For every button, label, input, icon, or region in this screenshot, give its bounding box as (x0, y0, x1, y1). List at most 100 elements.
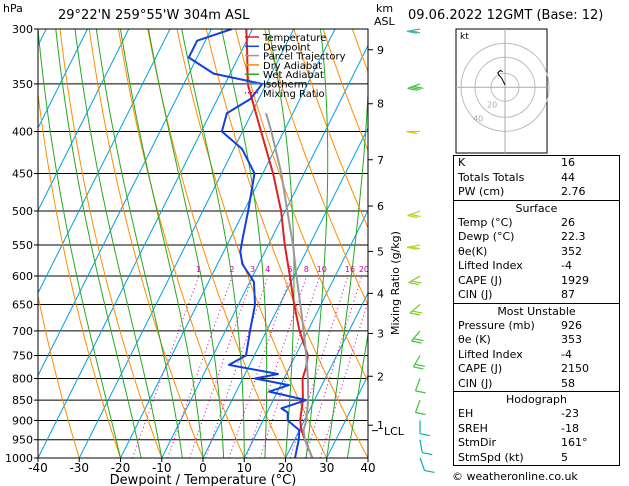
index-label: Temp (°C) (458, 215, 513, 229)
wind-barb-flag (408, 281, 419, 286)
p-tick-label: 600 (12, 270, 33, 283)
dry-adiabat (147, 29, 286, 458)
dry-adiabat (118, 29, 245, 458)
index-label: K (458, 156, 466, 169)
dry-adiabat (38, 293, 80, 458)
wind-barb-staff (408, 275, 421, 284)
p-tick-label: 950 (12, 434, 33, 447)
datetime-title: 09.06.2022 12GMT (Base: 12) (408, 8, 603, 23)
wind-barb-flag (406, 30, 418, 34)
index-label: CAPE (J) (458, 273, 503, 287)
index-value: 22.3 (561, 230, 586, 243)
wet-adiabat (181, 29, 245, 458)
wet-adiabat (221, 29, 268, 458)
km-tick-label: 2 (377, 370, 384, 383)
index-value: 5 (561, 450, 568, 464)
wind-barb-flag (413, 338, 424, 342)
p-tick-label: 1000 (5, 452, 33, 465)
index-row: Totals Totals 44 (454, 171, 619, 186)
lcl-label: LCL (384, 425, 405, 438)
wind-barb-flag (413, 85, 424, 89)
km-tick-label: 5 (377, 245, 384, 258)
index-row: Lifted Index -4 (454, 348, 619, 363)
isotherm (120, 29, 336, 458)
km-tick-label: 3 (377, 327, 384, 340)
mixing-ratio-label: 25 (373, 265, 383, 274)
mixing-ratio-label: 20 (359, 265, 369, 274)
index-row: θe(K) 352 (454, 245, 619, 260)
x-tick-label: -30 (69, 461, 89, 475)
km-tick-label: 4 (377, 287, 384, 300)
p-tick-label: 550 (12, 239, 33, 252)
index-value: 58 (561, 376, 575, 390)
wind-barb-flag (415, 390, 426, 394)
isotherm (161, 44, 368, 458)
wind-barb-flag (409, 312, 421, 316)
index-label: EH (458, 407, 474, 420)
wind-barb-flag (410, 86, 421, 91)
index-row: CIN (J) 87 (454, 288, 619, 303)
indices-panel: K 16 Totals Totals 44 PW (cm) 2.76 Surface Te… (453, 155, 620, 466)
mixing-ratio-label: 4 (265, 265, 270, 274)
wet-adiabat (55, 29, 142, 458)
mixing-ratio-line (131, 275, 200, 458)
index-label: Pressure (mb) (458, 318, 535, 332)
index-label: PW (cm) (458, 185, 505, 198)
wet-adiabat (147, 29, 225, 458)
index-row: SREH -18 (454, 422, 619, 437)
legend-label: Wet Adiabat (263, 70, 324, 81)
index-label: StmSpd (kt) (458, 450, 524, 464)
index-row: CAPE (J) 1929 (454, 274, 619, 289)
hodograph-trace (497, 69, 506, 86)
wind-barb-staff (412, 355, 421, 368)
km-unit: km (376, 2, 393, 15)
surface-header: Surface (454, 199, 619, 216)
mixing-ratio-line (205, 275, 269, 458)
copyright: © weatheronline.co.uk (452, 470, 578, 483)
hodograph-header: Hodograph (454, 391, 619, 407)
wet-adiabat (346, 331, 368, 458)
isotherm (243, 209, 368, 458)
x-tick-label: 20 (278, 461, 293, 475)
index-value: 44 (561, 170, 575, 184)
unstable-header: Most Unstable (454, 302, 619, 319)
wind-barb-flag (409, 246, 421, 250)
wind-barb-staff (419, 457, 426, 471)
wet-adiabat (367, 455, 368, 458)
km-tick-label: 1 (377, 419, 384, 432)
wet-adiabat (74, 29, 163, 458)
dry-adiabat (322, 29, 368, 152)
wind-barb-flag (409, 30, 421, 34)
x-tick-label: -40 (28, 461, 48, 475)
index-value: 2150 (561, 362, 589, 375)
location-title: 29°22'N 259°55'W 304m ASL (58, 8, 250, 23)
temperature-line (245, 29, 314, 458)
dry-adiabat (293, 29, 368, 229)
hodograph-ring-label: 20 (487, 100, 497, 109)
index-value: -23 (561, 407, 579, 420)
legend-label: Dry Adiabat (263, 61, 322, 72)
hodograph-unit: kt (460, 32, 469, 42)
index-label: Dewp (°C) (458, 230, 515, 243)
x-tick-label: -20 (111, 461, 131, 475)
mixing-ratio-label: 8 (304, 265, 309, 274)
wind-barb-flag (406, 246, 418, 250)
wind-barb-flag (419, 433, 431, 437)
mixing-ratio-label: 16 (345, 265, 355, 274)
km-tick-label: 9 (377, 44, 384, 57)
wind-barb-staff (407, 210, 421, 217)
hodograph-ring-label: 40 (473, 114, 483, 123)
isotherm (38, 29, 253, 458)
index-row: StmSpd (kt) 5 (454, 451, 619, 466)
index-label: Lifted Index (458, 259, 523, 272)
p-tick-label: 500 (12, 205, 33, 218)
index-value: -4 (561, 347, 572, 361)
wind-barb-flag (411, 340, 422, 344)
index-label: CAPE (J) (458, 362, 503, 375)
wind-barb-staff (406, 244, 421, 248)
mixing-ratio-label: 10 (317, 265, 327, 274)
mixing-ratio-label: 1 (196, 265, 201, 274)
p-tick-label: 750 (12, 349, 33, 362)
index-row: Dewp (°C) 22.3 (454, 230, 619, 245)
